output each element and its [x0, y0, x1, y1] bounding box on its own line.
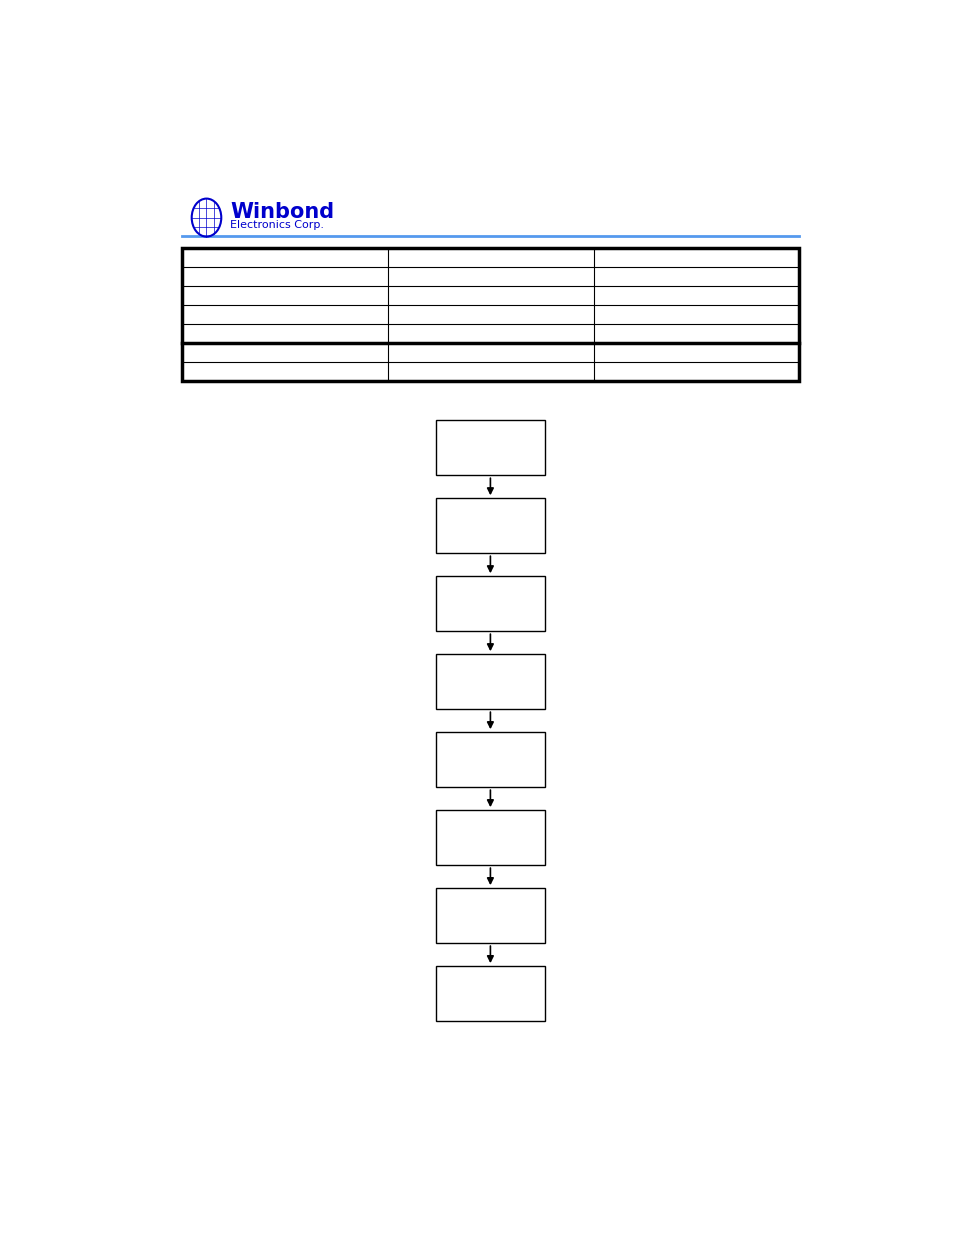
Bar	[436, 655, 544, 709]
Bar	[436, 966, 544, 1021]
Text: Winbond: Winbond	[230, 201, 334, 222]
Bar	[182, 248, 799, 382]
Bar	[436, 732, 544, 787]
Bar	[436, 810, 544, 866]
Bar	[436, 498, 544, 553]
Bar	[436, 420, 544, 475]
Text: Electronics Corp.: Electronics Corp.	[230, 220, 324, 230]
Bar	[436, 888, 544, 944]
Bar	[436, 576, 544, 631]
